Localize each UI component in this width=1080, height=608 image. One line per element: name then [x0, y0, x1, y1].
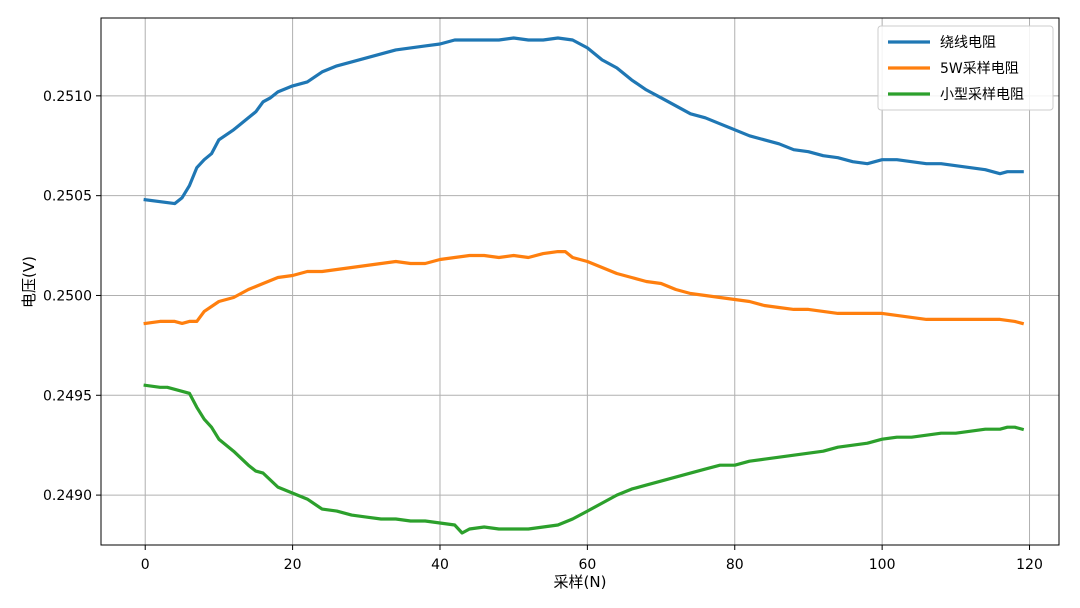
legend-box: [877, 25, 1054, 111]
legend-label: 绕线电阻: [940, 35, 996, 51]
y-ticks: 0.2490 0.2495 0.2500 0.2505 0.2510: [43, 89, 101, 504]
x-tick-label: 100: [869, 557, 896, 573]
grid: [101, 18, 1059, 545]
y-tick-label: 0.2490: [43, 488, 92, 504]
x-tick-label: 120: [1016, 557, 1043, 573]
plot-frame: [100, 17, 1060, 546]
series-line-1: [143, 36, 1024, 206]
x-tick-label: 20: [284, 557, 302, 573]
y-tick-label: 0.2510: [43, 89, 92, 105]
y-axis-label: 电压(V): [20, 256, 38, 308]
legend-label: 小型采样电阻: [940, 87, 1024, 103]
series-line-3: [143, 383, 1025, 535]
legend-label: 5W采样电阻: [940, 61, 1019, 77]
x-ticks: 0 20 40 60 80 100 120: [141, 545, 1043, 573]
x-tick-label: 40: [431, 557, 449, 573]
x-axis-label: 采样(N): [554, 573, 607, 591]
x-tick-label: 0: [141, 557, 150, 573]
y-tick-label: 0.2495: [43, 388, 92, 404]
series-line-2: [143, 250, 1025, 326]
y-tick-label: 0.2500: [43, 288, 92, 304]
x-tick-label: 60: [578, 557, 596, 573]
y-tick-label: 0.2505: [43, 189, 92, 205]
series-layer: [143, 36, 1025, 535]
x-tick-label: 80: [726, 557, 744, 573]
